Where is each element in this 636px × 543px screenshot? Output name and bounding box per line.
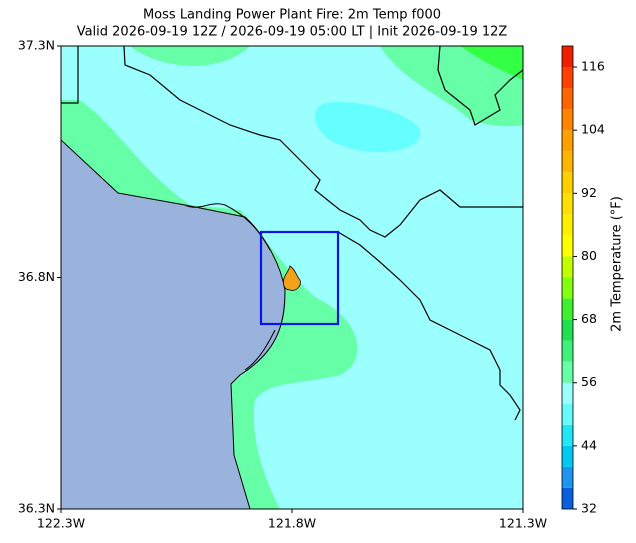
colorbar-band	[562, 277, 573, 299]
colorbar-band	[562, 487, 573, 509]
map	[61, 46, 523, 509]
x-tick-label: 121.8W	[268, 516, 316, 531]
colorbar-band	[562, 319, 573, 341]
chart-subtitle: Valid 2026-09-19 12Z / 2026-09-19 05:00 …	[77, 25, 508, 40]
y-tick-label: 37.3N	[18, 38, 55, 53]
colorbar-tick-label: 56	[581, 374, 597, 389]
colorbar-band	[562, 151, 573, 173]
colorbar-tick-label: 44	[581, 437, 597, 452]
colorbar-tick-label: 116	[581, 59, 605, 74]
colorbar-band	[562, 382, 573, 404]
colorbar-band	[562, 466, 573, 488]
colorbar-tick-label: 68	[581, 311, 597, 326]
colorbar-band	[562, 193, 573, 215]
colorbar-frame	[561, 45, 574, 510]
colorbar-tick-label: 80	[581, 248, 597, 263]
colorbar-band	[562, 235, 573, 257]
colorbar-band	[562, 46, 573, 68]
colorbar-band	[562, 445, 573, 467]
colorbar-band	[562, 403, 573, 425]
colorbar-band	[562, 130, 573, 152]
colorbar-band	[562, 340, 573, 362]
colorbar-band	[562, 88, 573, 110]
y-tick-label: 36.8N	[18, 269, 55, 284]
colorbar-band	[562, 298, 573, 320]
x-tick-label: 122.3W	[37, 516, 85, 531]
colorbar-band	[562, 67, 573, 89]
colorbar-tick-label: 92	[581, 185, 597, 200]
colorbar-tick-label: 32	[581, 501, 597, 516]
colorbar-tick-label: 104	[581, 122, 605, 137]
x-tick-label: 121.3W	[499, 516, 547, 531]
colorbar-band	[562, 109, 573, 131]
colorbar-band	[562, 424, 573, 446]
colorbar-band	[562, 256, 573, 278]
colorbar-band	[562, 172, 573, 194]
colorbar-label: 2m Temperature (°F)	[610, 196, 625, 332]
chart-title: Moss Landing Power Plant Fire: 2m Temp f…	[143, 8, 441, 23]
colorbar-band	[562, 361, 573, 383]
y-tick-label: 36.3N	[18, 501, 55, 516]
colorbar-band	[562, 214, 573, 236]
